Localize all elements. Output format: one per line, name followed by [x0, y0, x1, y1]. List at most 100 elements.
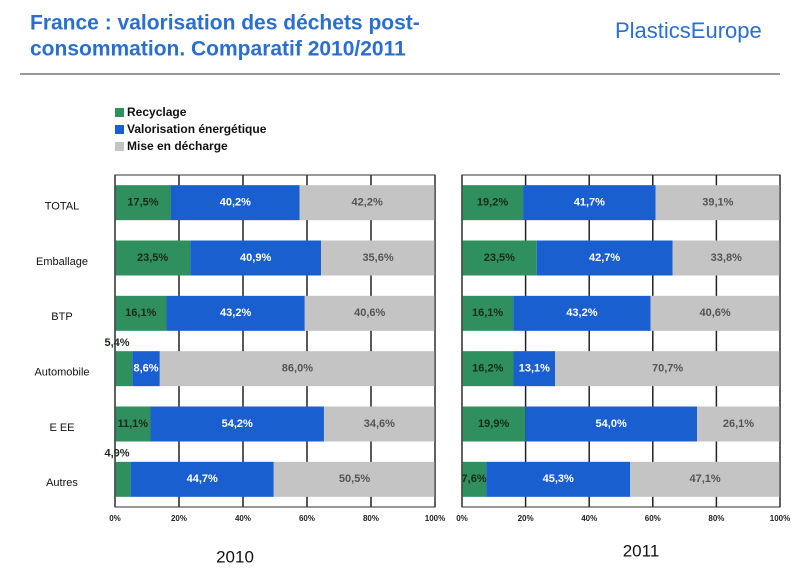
- bar-segment: [513, 295, 651, 331]
- bar-segment: [166, 295, 305, 331]
- value-label: 16,1%: [472, 307, 503, 319]
- category-label: Automobile: [34, 367, 89, 379]
- value-label: 35,6%: [362, 252, 393, 264]
- bar-segment: [321, 240, 435, 276]
- value-label: 40,6%: [700, 307, 731, 319]
- bar-segment: [304, 295, 435, 331]
- logo: PlasticsEurope: [615, 18, 762, 43]
- value-label: 34,6%: [364, 418, 395, 430]
- x-tick-label: 80%: [708, 514, 724, 523]
- value-label: 40,6%: [354, 307, 385, 319]
- value-label: 13,1%: [519, 363, 550, 375]
- value-label: 50,5%: [339, 473, 370, 485]
- category-label: Autres: [46, 477, 78, 489]
- value-label: 23,5%: [137, 252, 168, 264]
- plot-frame: [114, 174, 436, 508]
- plot-frame: [461, 174, 781, 508]
- bar-segment: [115, 295, 167, 331]
- bar-segment: [115, 406, 151, 442]
- bar-segment: [462, 351, 514, 387]
- value-label: 86,0%: [282, 363, 313, 375]
- value-label: 45,3%: [543, 473, 574, 485]
- bar-segment: [536, 240, 673, 276]
- value-label: 41,7%: [574, 197, 605, 209]
- x-tick-label: 0%: [456, 514, 468, 523]
- x-tick-label: 100%: [425, 514, 445, 523]
- bar-segment: [132, 351, 160, 387]
- bar-segment: [486, 461, 631, 497]
- value-label: 42,7%: [589, 252, 620, 264]
- bar-segment: [190, 240, 322, 276]
- bar-segment: [323, 406, 435, 442]
- bar-segment: [462, 406, 526, 442]
- bar-segment: [159, 351, 436, 387]
- legend-label: Recyclage: [127, 105, 187, 119]
- bar-segment: [513, 351, 556, 387]
- value-label: 47,1%: [690, 473, 721, 485]
- value-label: 43,2%: [566, 307, 597, 319]
- bar-segment: [555, 351, 780, 387]
- x-tick-label: 0%: [109, 514, 121, 523]
- x-tick-label: 60%: [299, 514, 315, 523]
- value-label: 70,7%: [652, 363, 683, 375]
- value-label: 4,9%: [104, 448, 129, 460]
- value-label: 39,1%: [702, 197, 733, 209]
- bar-segment: [462, 295, 514, 331]
- x-tick-label: 100%: [770, 514, 790, 523]
- value-label: 54,2%: [222, 418, 253, 430]
- value-label: 16,1%: [125, 307, 156, 319]
- value-label: 54,0%: [596, 418, 627, 430]
- legend-label: Mise en décharge: [127, 139, 228, 153]
- legend-label: Valorisation énergétique: [127, 122, 267, 136]
- bar-segment: [115, 461, 131, 497]
- value-label: 19,2%: [477, 197, 508, 209]
- value-label: 40,2%: [220, 197, 251, 209]
- panel-label: 2010: [216, 547, 254, 566]
- bar-segment: [525, 406, 698, 442]
- x-tick-label: 60%: [645, 514, 661, 523]
- x-tick-label: 20%: [171, 514, 187, 523]
- panel-label: 2011: [623, 541, 660, 560]
- value-label: 33,8%: [711, 252, 742, 264]
- value-label: 8,6%: [134, 363, 159, 375]
- value-label: 7,6%: [462, 473, 487, 485]
- category-label: BTP: [51, 311, 72, 323]
- x-tick-label: 80%: [363, 514, 379, 523]
- bar-segment: [150, 406, 324, 442]
- bar-segment: [462, 240, 537, 276]
- legend-swatch: [115, 125, 124, 134]
- bar-segment: [273, 461, 436, 497]
- value-label: 23,5%: [484, 252, 515, 264]
- bar-segment: [630, 461, 780, 497]
- value-label: 19,9%: [478, 418, 509, 430]
- bar-segment: [462, 185, 524, 221]
- value-label: 42,2%: [352, 197, 383, 209]
- x-tick-label: 40%: [581, 514, 597, 523]
- bar-segment: [650, 295, 780, 331]
- title-line: consommation. Comparatif 2010/2011: [30, 38, 406, 61]
- bar-segment: [299, 185, 435, 221]
- category-label: E EE: [49, 422, 74, 434]
- value-label: 11,1%: [117, 418, 148, 430]
- bar-segment: [655, 185, 780, 221]
- value-label: 43,2%: [220, 307, 251, 319]
- bar-segment: [130, 461, 274, 497]
- legend-swatch: [115, 108, 124, 117]
- bar-segment: [115, 351, 133, 387]
- category-label: Emballage: [36, 256, 88, 268]
- value-label: 16,2%: [472, 363, 503, 375]
- x-tick-label: 40%: [235, 514, 251, 523]
- x-tick-label: 20%: [518, 514, 534, 523]
- value-label: 17,5%: [127, 197, 158, 209]
- bar-segment: [672, 240, 780, 276]
- bar-segment: [523, 185, 656, 221]
- value-label: 5,4%: [104, 337, 129, 349]
- value-label: 26,1%: [723, 418, 754, 430]
- bar-segment: [115, 185, 171, 221]
- category-label: TOTAL: [45, 201, 79, 213]
- title-line: France : valorisation des déchets post-: [30, 12, 420, 35]
- value-label: 40,9%: [240, 252, 271, 264]
- bar-segment: [462, 461, 487, 497]
- bar-segment: [697, 406, 780, 442]
